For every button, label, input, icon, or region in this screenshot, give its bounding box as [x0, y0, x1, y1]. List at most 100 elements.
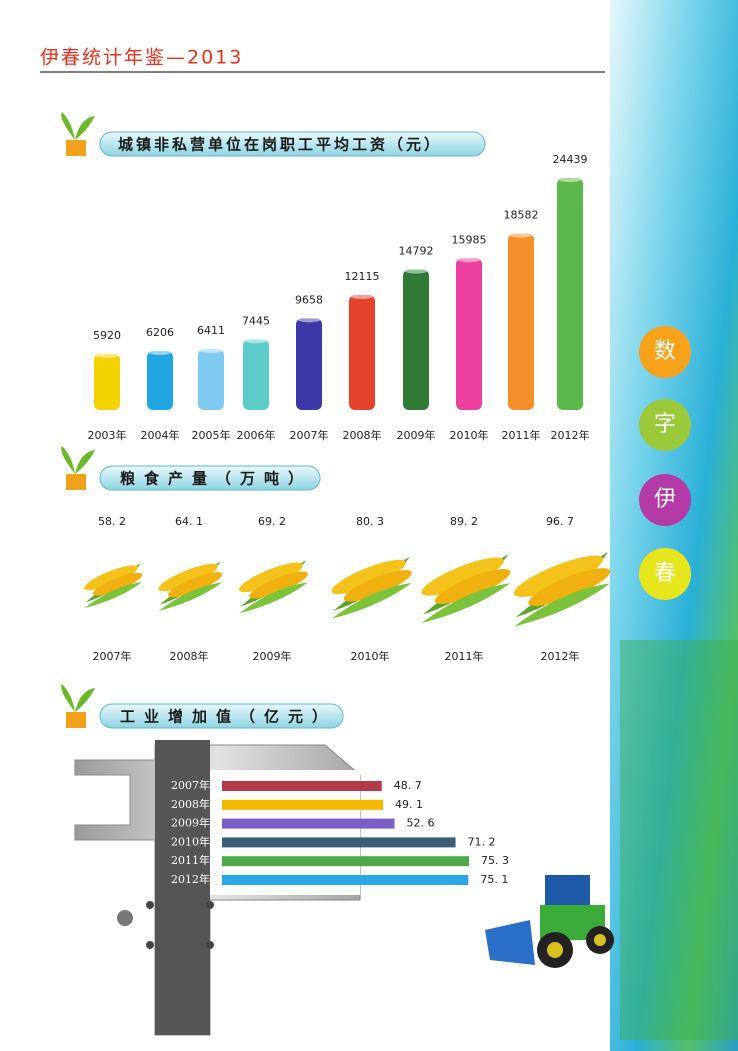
badge-label: 字	[654, 412, 676, 437]
x-tick-label: 2011年	[445, 649, 484, 663]
bar	[222, 818, 395, 829]
x-tick-label: 2006年	[237, 428, 276, 442]
badge	[639, 474, 691, 526]
value-label: 6206	[146, 326, 174, 339]
corn-cob	[434, 569, 511, 604]
x-tick-label: 2005年	[192, 428, 231, 442]
bar	[508, 233, 534, 410]
side-strip	[610, 0, 738, 1051]
bar	[222, 799, 384, 810]
value-label: 18582	[504, 209, 539, 222]
value-label: 75. 1	[480, 873, 508, 886]
bar	[456, 258, 482, 410]
bar	[222, 856, 469, 867]
bar	[147, 351, 173, 410]
corn-cob	[421, 557, 504, 596]
badge-label: 春	[654, 561, 676, 586]
x-tick-label: 2010年	[351, 649, 390, 663]
x-tick-label: 2008年	[343, 428, 382, 442]
x-tick-label: 2003年	[88, 428, 127, 442]
corn	[331, 556, 412, 619]
value-label: 80. 3	[356, 515, 384, 528]
y-tick-label: 2009年	[171, 816, 210, 830]
badge	[639, 326, 691, 378]
corn-leaf	[421, 583, 511, 623]
title-pill	[99, 465, 321, 491]
title-pill	[99, 703, 344, 729]
y-tick-label: 2012年	[171, 872, 210, 886]
value-label: 24439	[553, 153, 588, 166]
bar-top	[403, 265, 429, 274]
corn	[158, 561, 223, 611]
corn-cob	[528, 568, 611, 606]
value-label: 69. 2	[258, 515, 286, 528]
value-label: 71. 2	[468, 835, 496, 848]
x-tick-label: 2008年	[170, 649, 209, 663]
bar	[94, 353, 120, 410]
chart-title: 城镇非私营单位在岗职工平均工资（元）	[118, 136, 442, 154]
x-tick-label: 2011年	[502, 428, 541, 442]
corn-leaf	[84, 582, 143, 609]
x-tick-label: 2009年	[397, 428, 436, 442]
corn-cob	[168, 572, 223, 598]
corn-leaf	[239, 582, 308, 614]
chart-title: 工业增加值（亿元）	[120, 708, 336, 726]
side-decor	[620, 640, 738, 1040]
bar-top	[94, 349, 120, 358]
bar-top	[349, 290, 375, 299]
value-label: 52. 6	[407, 817, 435, 830]
side-badges: 数 字 伊 春	[639, 326, 691, 600]
value-label: 96. 7	[546, 515, 574, 528]
x-tick-label: 2007年	[290, 428, 329, 442]
bar	[243, 339, 269, 410]
chart-title: 粮食产量（万吨）	[120, 470, 312, 488]
corn	[238, 559, 308, 614]
x-tick-label: 2007年	[93, 649, 132, 663]
bar-top	[456, 254, 482, 263]
corn-cob	[92, 572, 143, 596]
badge	[639, 548, 691, 600]
corn-leaf	[514, 583, 610, 627]
value-label: 7445	[242, 314, 270, 327]
value-label: 75. 3	[481, 854, 509, 867]
value-label: 15985	[452, 233, 487, 246]
bar	[222, 837, 456, 848]
bar-top	[508, 229, 534, 238]
corn-cob	[343, 570, 412, 602]
corn-cob	[238, 562, 303, 593]
corn-cob	[513, 555, 604, 597]
badge-label: 伊	[654, 487, 676, 512]
corn-cob	[249, 571, 308, 599]
corn	[513, 551, 611, 627]
badge-label: 数	[654, 339, 676, 364]
x-tick-label: 2010年	[450, 428, 489, 442]
corn-leaf	[158, 582, 223, 611]
corn-cob	[158, 563, 218, 592]
y-tick-label: 2007年	[171, 778, 210, 792]
title-pill	[99, 131, 486, 157]
bar	[296, 318, 322, 410]
bar-top	[147, 347, 173, 356]
value-label: 12115	[345, 270, 380, 283]
x-tick-label: 2009年	[253, 649, 292, 663]
y-tick-label: 2011年	[171, 853, 210, 867]
value-label: 64. 1	[175, 515, 203, 528]
corn-leaf	[331, 582, 412, 619]
tractor	[485, 875, 614, 968]
bar-top	[296, 314, 322, 323]
bar	[349, 294, 375, 410]
header-title: 伊春统计年鉴—2013	[40, 47, 243, 69]
value-label: 49. 1	[395, 798, 423, 811]
y-tick-label: 2010年	[171, 834, 210, 848]
y-tick-label: 2008年	[171, 797, 210, 811]
bar	[222, 875, 469, 885]
x-tick-label: 2012年	[551, 428, 590, 442]
value-label: 6411	[197, 324, 225, 337]
value-label: 9658	[295, 293, 323, 306]
bar	[403, 269, 429, 410]
bar-top	[198, 345, 224, 354]
value-label: 89. 2	[450, 515, 478, 528]
bar	[222, 781, 382, 791]
